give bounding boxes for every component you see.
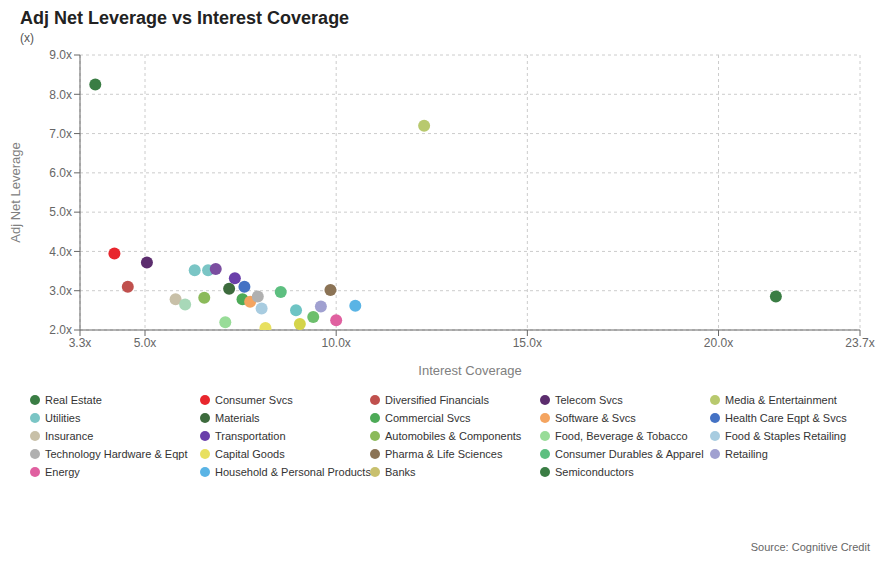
svg-text:3.0x: 3.0x	[49, 284, 72, 298]
html-text:Source: Cognitive Credit: Source: Cognitive Credit	[750, 541, 870, 553]
html-text:Telecom Svcs: Telecom Svcs	[555, 394, 623, 406]
html-text:Adj Net Leverage vs Interest C: Adj Net Leverage vs Interest Coverage	[20, 8, 350, 28]
svg-text:6.0x: 6.0x	[49, 166, 72, 180]
svg-text:10.0x: 10.0x	[321, 336, 350, 350]
html-text:Health Care Eqpt & Svcs: Health Care Eqpt & Svcs	[725, 412, 847, 424]
html-text:Food & Staples Retailing: Food & Staples Retailing	[725, 430, 847, 442]
html-text:Software & Svcs: Software & Svcs	[555, 412, 636, 424]
svg-text:9.0x: 9.0x	[49, 48, 72, 62]
html-text:Automobiles & Components: Automobiles & Components	[385, 430, 522, 442]
html-text:Technology Hardware & Eqpt: Technology Hardware & Eqpt	[45, 448, 188, 460]
html-text:Pharma & Life Sciences: Pharma & Life Sciences	[385, 448, 503, 460]
html-text:Consumer Svcs: Consumer Svcs	[215, 394, 293, 406]
svg-text:Adj Net Leverage: Adj Net Leverage	[8, 142, 23, 242]
html-text:Real Estate: Real Estate	[45, 394, 102, 406]
html-text:Insurance: Insurance	[45, 430, 94, 442]
svg-text:Interest Coverage: Interest Coverage	[418, 363, 521, 378]
svg-text:2.0x: 2.0x	[49, 323, 72, 337]
html-text:Utilities: Utilities	[45, 412, 81, 424]
svg-text:5.0x: 5.0x	[49, 205, 72, 219]
svg-text:4.0x: 4.0x	[49, 245, 72, 259]
svg-text:20.0x: 20.0x	[704, 336, 733, 350]
html-text:Semiconductors: Semiconductors	[555, 466, 634, 478]
html-text:Media & Entertainment: Media & Entertainment	[725, 394, 837, 406]
svg-text:5.0x: 5.0x	[134, 336, 157, 350]
html-text:Energy: Energy	[45, 466, 80, 478]
svg-text:7.0x: 7.0x	[49, 127, 72, 141]
html-text:(x): (x)	[20, 31, 34, 45]
svg-text:8.0x: 8.0x	[49, 88, 72, 102]
svg-text:3.3x: 3.3x	[69, 336, 92, 350]
html-text:Transportation: Transportation	[215, 430, 286, 442]
html-text:Banks: Banks	[385, 466, 416, 478]
html-text:Diversified Financials: Diversified Financials	[385, 394, 489, 406]
svg-text:23.7x: 23.7x	[845, 336, 874, 350]
html-text:Household & Personal Products: Household & Personal Products	[215, 466, 371, 478]
html-text:Retailing: Retailing	[725, 448, 768, 460]
html-text:Consumer Durables & Apparel: Consumer Durables & Apparel	[555, 448, 704, 460]
html-text:Food, Beverage & Tobacco: Food, Beverage & Tobacco	[555, 430, 688, 442]
svg-text:15.0x: 15.0x	[513, 336, 542, 350]
html-text:Materials: Materials	[215, 412, 260, 424]
html-text:Commercial Svcs: Commercial Svcs	[385, 412, 471, 424]
html-text:Capital Goods: Capital Goods	[215, 448, 285, 460]
